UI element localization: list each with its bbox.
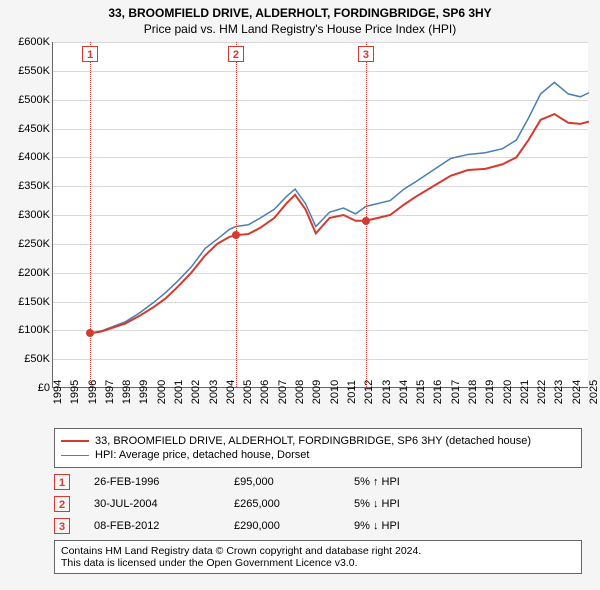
- y-tick-label: £550K: [8, 65, 52, 77]
- event-diff: 5% ↓ HPI: [354, 498, 400, 510]
- y-tick-label: £50K: [8, 353, 52, 365]
- legend-row: HPI: Average price, detached house, Dors…: [61, 449, 575, 461]
- sale-point: [362, 217, 370, 225]
- y-tick-label: £300K: [8, 209, 52, 221]
- series-lines: [53, 42, 588, 387]
- y-tick-label: £150K: [8, 296, 52, 308]
- footer-line-2: This data is licensed under the Open Gov…: [61, 557, 575, 569]
- plot-area: 1 2 3: [52, 42, 588, 388]
- legend-row: 33, BROOMFIELD DRIVE, ALDERHOLT, FORDING…: [61, 435, 575, 447]
- event-diff: 5% ↑ HPI: [354, 476, 400, 488]
- y-tick-label: £250K: [8, 238, 52, 250]
- legend-swatch: [61, 455, 89, 456]
- event-date: 08-FEB-2012: [94, 520, 234, 532]
- y-tick-label: £600K: [8, 36, 52, 48]
- series-line: [90, 82, 589, 333]
- footer-attribution: Contains HM Land Registry data © Crown c…: [54, 540, 582, 574]
- y-tick-label: £450K: [8, 123, 52, 135]
- event-date: 26-FEB-1996: [94, 476, 234, 488]
- sale-marker-badge: 3: [358, 46, 374, 62]
- event-row: 2 30-JUL-2004£265,0005% ↓ HPI: [54, 496, 582, 512]
- y-tick-label: £100K: [8, 324, 52, 336]
- sale-events: 1 26-FEB-1996£95,0005% ↑ HPI 2 30-JUL-2004£…: [54, 474, 582, 534]
- event-badge: 1: [54, 474, 70, 490]
- event-price: £95,000: [234, 476, 354, 488]
- y-tick-label: £400K: [8, 151, 52, 163]
- y-tick-label: £200K: [8, 267, 52, 279]
- legend-swatch: [61, 440, 89, 442]
- event-diff: 9% ↓ HPI: [354, 520, 400, 532]
- event-badge: 2: [54, 496, 70, 512]
- sale-vline: [236, 42, 237, 387]
- legend-label: HPI: Average price, detached house, Dors…: [95, 449, 309, 461]
- legend-label: 33, BROOMFIELD DRIVE, ALDERHOLT, FORDING…: [95, 435, 531, 447]
- y-tick-label: £0: [8, 382, 52, 394]
- sale-point: [232, 231, 240, 239]
- sale-vline: [366, 42, 367, 387]
- legend: 33, BROOMFIELD DRIVE, ALDERHOLT, FORDING…: [54, 428, 582, 468]
- page-subtitle: Price paid vs. HM Land Registry's House …: [8, 22, 592, 36]
- x-tick-label: 2025: [588, 380, 600, 404]
- event-row: 3 08-FEB-2012£290,0009% ↓ HPI: [54, 518, 582, 534]
- y-tick-label: £350K: [8, 180, 52, 192]
- series-line: [90, 114, 589, 333]
- event-price: £265,000: [234, 498, 354, 510]
- event-price: £290,000: [234, 520, 354, 532]
- event-row: 1 26-FEB-1996£95,0005% ↑ HPI: [54, 474, 582, 490]
- event-date: 30-JUL-2004: [94, 498, 234, 510]
- y-tick-label: £500K: [8, 94, 52, 106]
- sale-point: [86, 329, 94, 337]
- event-badge: 3: [54, 518, 70, 534]
- footer-line-1: Contains HM Land Registry data © Crown c…: [61, 545, 575, 557]
- sale-marker-badge: 2: [228, 46, 244, 62]
- sale-marker-badge: 1: [82, 46, 98, 62]
- chart: 1 2 3 £0 £50K £100K £150K £200K £250K £300K £350K…: [8, 42, 592, 422]
- page-title: 33, BROOMFIELD DRIVE, ALDERHOLT, FORDING…: [8, 6, 592, 20]
